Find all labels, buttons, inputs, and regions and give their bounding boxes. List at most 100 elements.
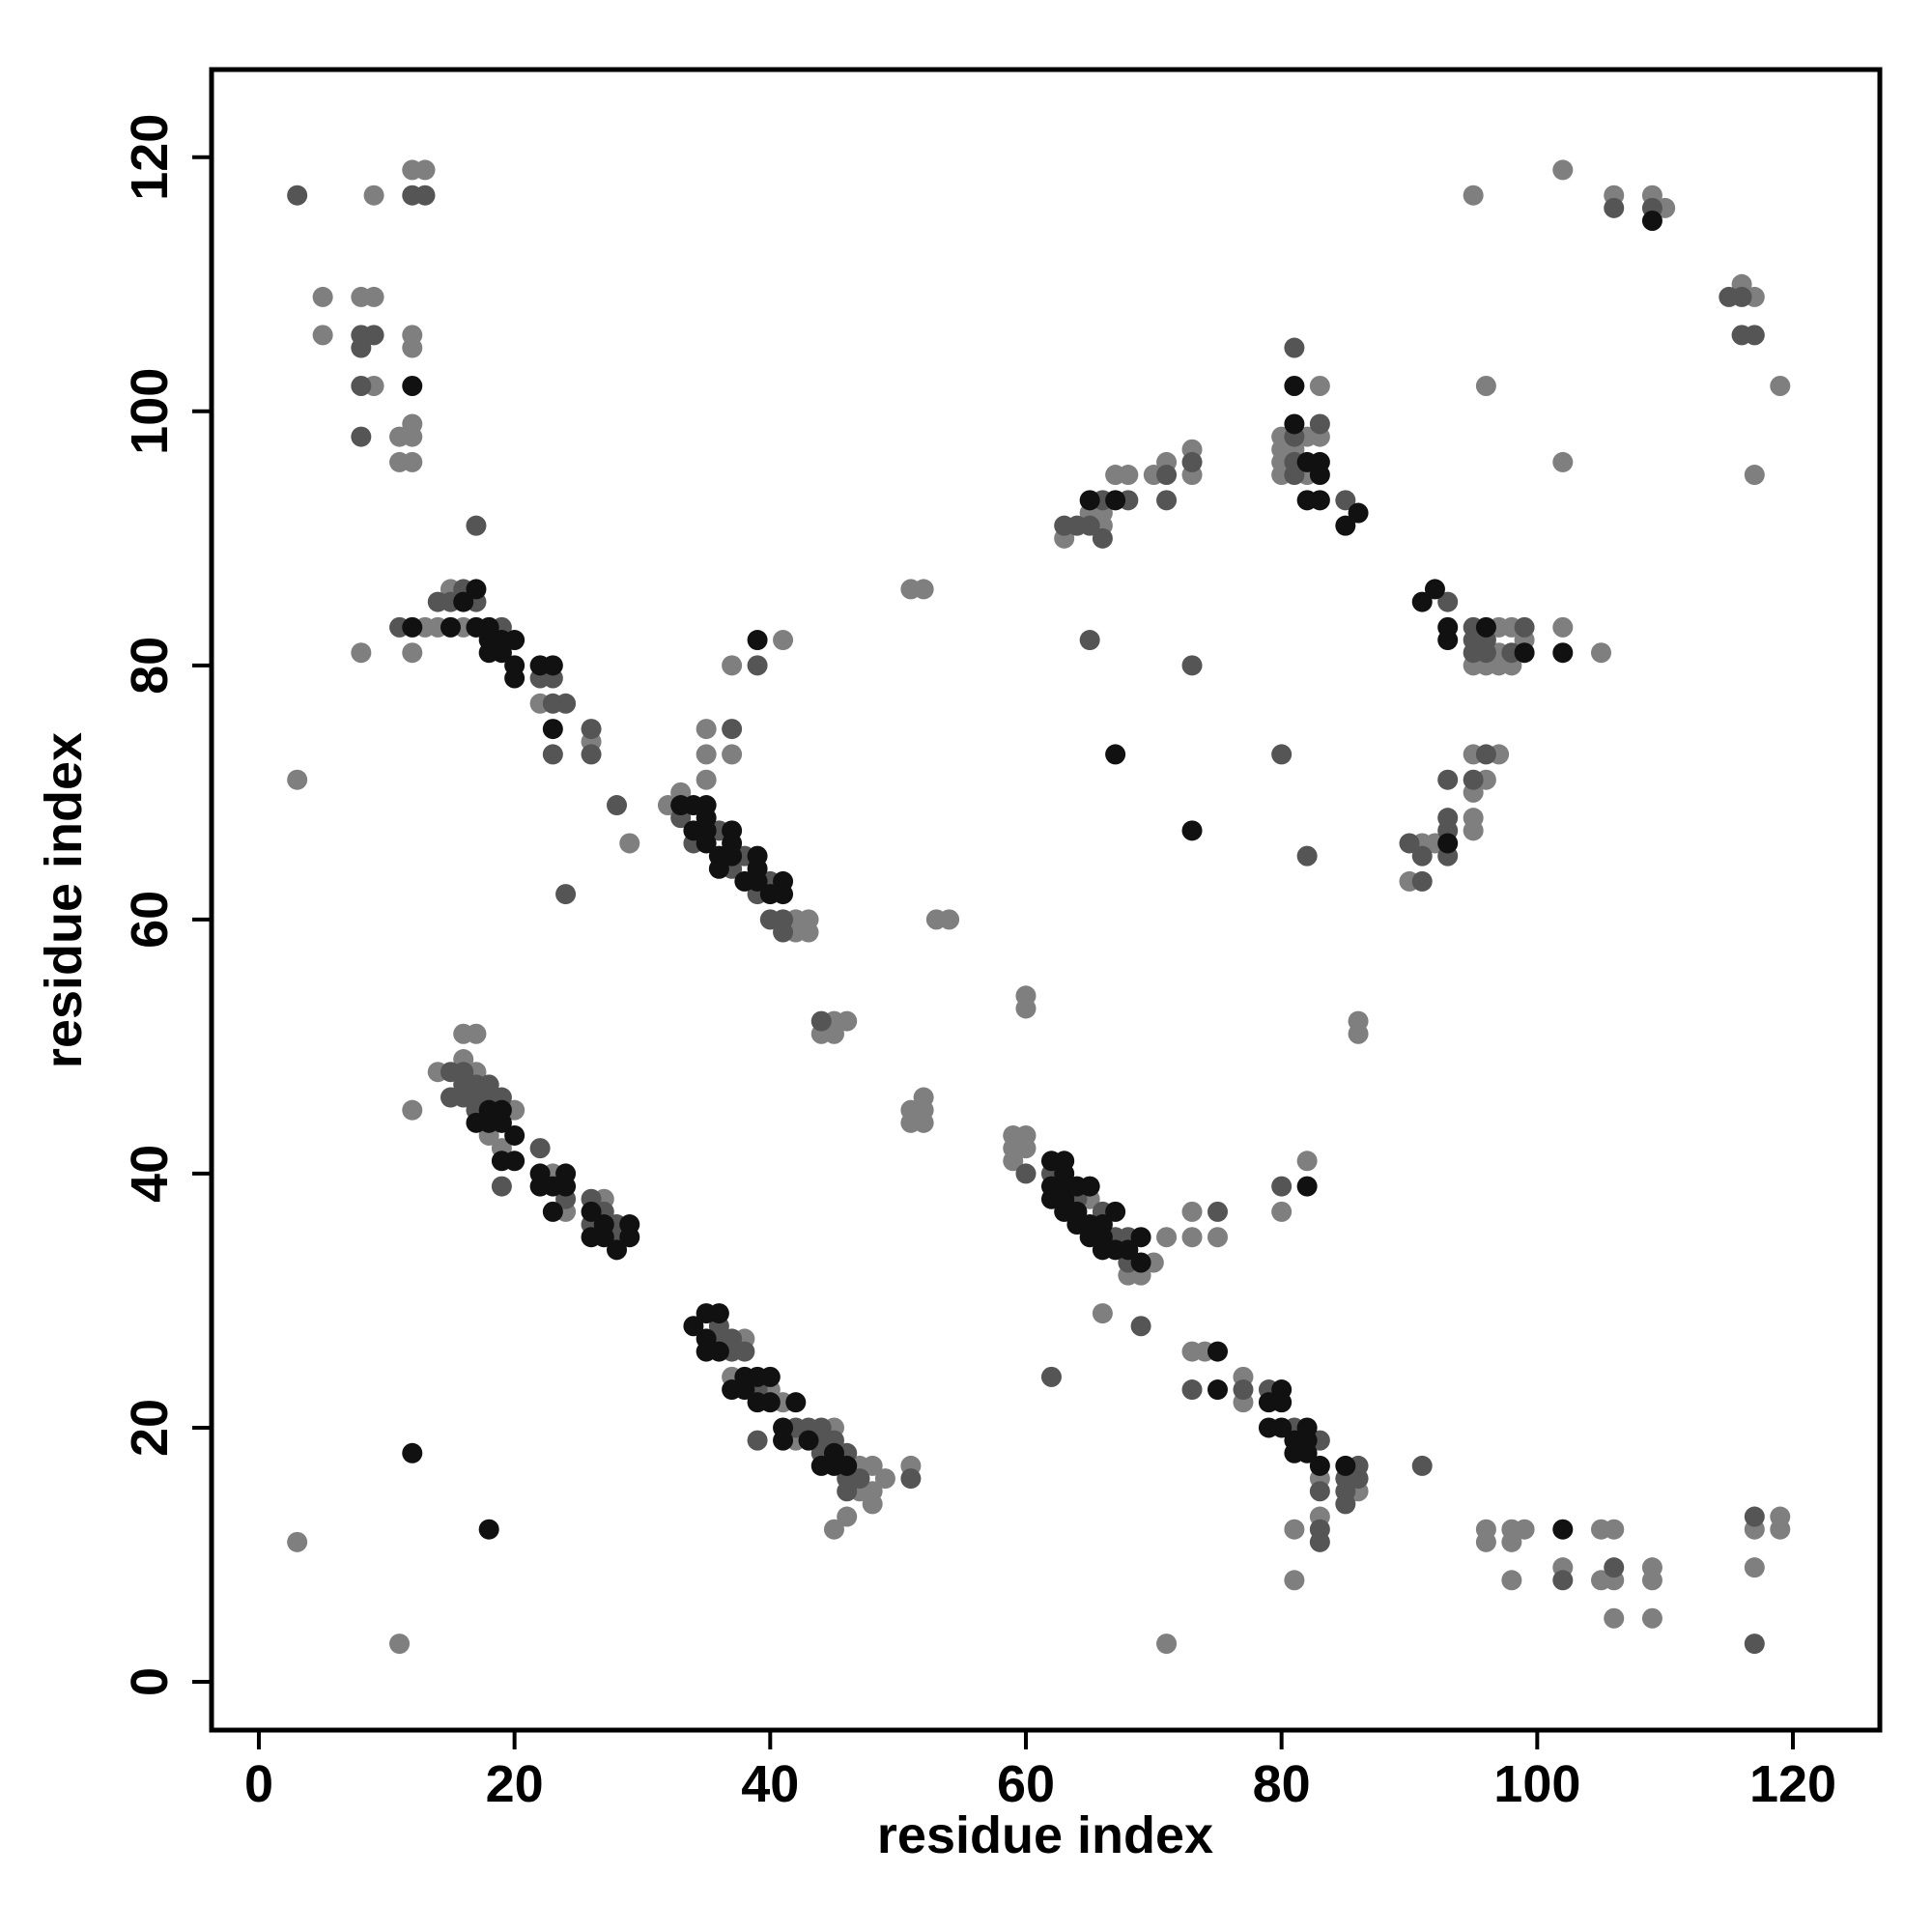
point xyxy=(747,655,768,676)
point xyxy=(1335,515,1356,536)
point xyxy=(1744,1506,1765,1527)
point xyxy=(1309,490,1330,511)
point xyxy=(581,1201,602,1222)
point xyxy=(1105,744,1126,765)
point xyxy=(939,909,960,930)
point xyxy=(1475,1531,1496,1552)
point xyxy=(287,185,308,206)
point xyxy=(1079,515,1100,536)
point xyxy=(1296,1151,1318,1172)
point xyxy=(363,325,384,346)
point xyxy=(759,1392,781,1413)
point xyxy=(504,1124,526,1146)
point xyxy=(708,858,729,879)
point xyxy=(466,1023,487,1044)
point xyxy=(402,426,423,447)
point xyxy=(555,1176,577,1197)
point xyxy=(1079,1176,1100,1197)
point xyxy=(722,744,743,765)
point xyxy=(1181,1201,1203,1222)
point xyxy=(1156,1634,1178,1655)
point xyxy=(1130,1252,1151,1273)
point xyxy=(913,1112,934,1133)
point xyxy=(1284,375,1305,396)
point xyxy=(542,744,563,765)
point xyxy=(363,286,384,307)
point xyxy=(1207,1341,1228,1362)
point xyxy=(1207,1379,1228,1401)
point xyxy=(1552,159,1574,181)
point xyxy=(1424,579,1445,600)
point xyxy=(823,1519,844,1540)
point xyxy=(1335,1455,1356,1476)
point xyxy=(849,1468,870,1490)
point xyxy=(1309,1455,1330,1476)
point xyxy=(696,833,717,854)
point xyxy=(798,922,819,943)
y-tick-label: 20 xyxy=(121,1399,179,1457)
point xyxy=(1437,769,1459,790)
point xyxy=(1284,337,1305,358)
point xyxy=(414,159,436,181)
point xyxy=(734,1379,755,1401)
point xyxy=(1181,451,1203,472)
point xyxy=(1501,1531,1522,1552)
point xyxy=(1348,1023,1369,1044)
point xyxy=(1399,833,1420,854)
point xyxy=(1271,1176,1293,1197)
point xyxy=(913,579,934,600)
point xyxy=(798,1430,819,1451)
point xyxy=(1079,630,1100,651)
point xyxy=(683,1316,704,1337)
point xyxy=(389,1634,411,1655)
point xyxy=(1475,616,1496,638)
point xyxy=(619,833,640,854)
point xyxy=(312,286,333,307)
point xyxy=(1475,375,1496,396)
point xyxy=(837,1455,858,1476)
point xyxy=(1181,820,1203,841)
point xyxy=(1591,642,1612,664)
point xyxy=(1604,1607,1625,1629)
point xyxy=(1079,490,1100,511)
point xyxy=(696,719,717,740)
point xyxy=(1514,616,1535,638)
point xyxy=(734,1341,755,1362)
point xyxy=(402,1099,423,1121)
point xyxy=(1770,1519,1791,1540)
point xyxy=(1552,1519,1574,1540)
x-tick-label: 40 xyxy=(741,1755,799,1813)
point xyxy=(1744,1557,1765,1578)
point xyxy=(1181,655,1203,676)
point xyxy=(1411,591,1433,612)
point xyxy=(504,1151,526,1172)
point xyxy=(1411,870,1433,892)
point xyxy=(1118,1239,1139,1261)
point xyxy=(1641,211,1662,232)
point xyxy=(440,616,461,638)
point xyxy=(837,1010,858,1032)
point xyxy=(619,1227,640,1248)
x-axis-title: residue index xyxy=(877,1806,1213,1864)
x-tick-label: 120 xyxy=(1749,1755,1836,1813)
point xyxy=(1105,490,1126,511)
point xyxy=(1156,490,1178,511)
point xyxy=(837,1506,858,1527)
point xyxy=(1744,1634,1765,1655)
point xyxy=(747,870,768,892)
point xyxy=(747,1430,768,1451)
x-tick-label: 80 xyxy=(1253,1755,1311,1813)
point xyxy=(1411,1455,1433,1476)
point xyxy=(1501,1570,1522,1591)
point xyxy=(351,375,372,396)
point xyxy=(1514,1519,1535,1540)
point xyxy=(542,719,563,740)
point xyxy=(466,579,487,600)
point xyxy=(1641,1570,1662,1591)
point xyxy=(874,1468,895,1490)
x-tick-label: 20 xyxy=(486,1755,544,1813)
point xyxy=(1604,1519,1625,1540)
point xyxy=(1463,769,1484,790)
point xyxy=(1309,1531,1330,1552)
